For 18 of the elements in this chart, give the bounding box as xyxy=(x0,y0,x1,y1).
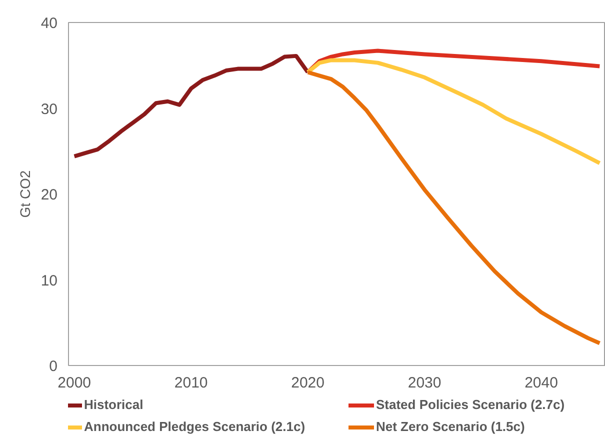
x-tick-label: 2020 xyxy=(291,374,325,392)
y-axis-title: Gt CO2 xyxy=(16,170,33,218)
legend-label: Stated Policies Scenario (2.7c) xyxy=(376,397,566,412)
line-series xyxy=(306,58,602,166)
legend-label: Net Zero Scenario (1.5c) xyxy=(376,419,526,434)
line-series xyxy=(72,54,310,158)
line-series xyxy=(306,70,602,346)
y-tick-label: 30 xyxy=(40,100,58,118)
legend-label: Historical xyxy=(84,397,144,412)
y-tick-label: 10 xyxy=(40,272,58,290)
legend-label: Announced Pledges Scenario (2.1c) xyxy=(84,419,306,434)
y-tick-label: 0 xyxy=(49,358,58,375)
y-tick-label: 40 xyxy=(40,15,58,32)
x-tick-label: 2040 xyxy=(524,374,558,392)
y-tick-label: 20 xyxy=(40,186,58,204)
x-tick-label: 2010 xyxy=(174,374,208,392)
x-tick-label: 2000 xyxy=(58,374,92,392)
x-tick-label: 2030 xyxy=(408,374,442,392)
